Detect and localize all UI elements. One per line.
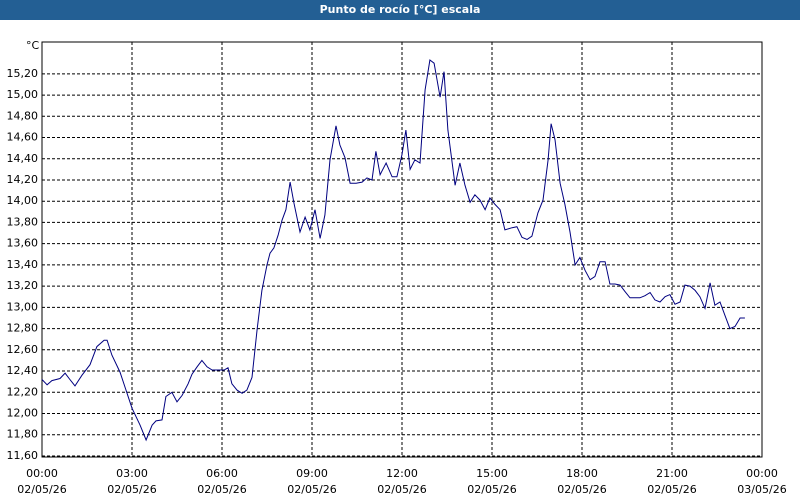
y-tick-label: 14,80 (7, 109, 39, 122)
x-tick-label: 12:00 02/05/26 (377, 467, 427, 496)
y-tick-label: 12,00 (7, 406, 39, 419)
x-tick-label: 06:00 02/05/26 (197, 467, 247, 496)
y-tick-label: 12,40 (7, 364, 39, 377)
y-tick-label: 15,20 (7, 67, 39, 80)
x-tick-label: 03:00 02/05/26 (107, 467, 157, 496)
y-tick-label: 13,20 (7, 279, 39, 292)
y-tick-label: 13,60 (7, 237, 39, 250)
x-tick-label: 09:00 02/05/26 (287, 467, 337, 496)
y-tick-label: 11,60 (7, 449, 39, 462)
chart-title: Punto de rocío [°C] escala (0, 0, 800, 20)
x-tick-label: 00:00 02/05/26 (17, 467, 67, 496)
x-tick-label: 00:00 03/05/26 (737, 467, 787, 496)
y-tick-label: 11,80 (7, 428, 39, 441)
y-tick-label: 12,60 (7, 343, 39, 356)
y-tick-label: 14,60 (7, 131, 39, 144)
y-tick-label: 13,00 (7, 300, 39, 313)
x-tick-label: 21:00 02/05/26 (647, 467, 697, 496)
y-tick-label: 13,40 (7, 258, 39, 271)
y-tick-label: 14,40 (7, 152, 39, 165)
y-tick-label: 14,00 (7, 194, 39, 207)
data-line (41, 59, 745, 442)
y-axis-label: °C (26, 39, 40, 52)
y-tick-label: 12,80 (7, 322, 39, 335)
x-tick-label: 15:00 02/05/26 (467, 467, 517, 496)
y-tick-label: 13,80 (7, 215, 39, 228)
y-tick-label: 14,20 (7, 173, 39, 186)
y-tick-label: 15,00 (7, 88, 39, 101)
x-tick-label: 18:00 02/05/26 (557, 467, 607, 496)
y-tick-label: 12,20 (7, 385, 39, 398)
